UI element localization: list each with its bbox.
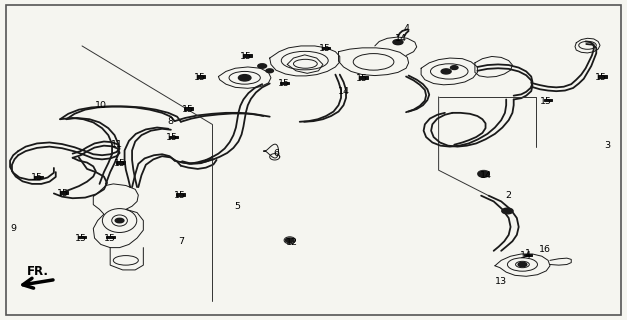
Text: 15: 15 (166, 133, 178, 142)
Text: 14: 14 (520, 251, 532, 260)
Text: 13: 13 (495, 277, 507, 286)
Text: 15: 15 (595, 73, 608, 82)
Bar (34, 176, 43, 178)
Bar (359, 76, 368, 79)
Bar (184, 107, 192, 110)
Text: 15: 15 (182, 105, 194, 114)
Text: 4: 4 (403, 24, 409, 33)
Bar (280, 82, 289, 84)
Text: 14: 14 (480, 172, 492, 180)
Text: 8: 8 (168, 117, 174, 126)
Circle shape (518, 262, 527, 267)
Text: 15: 15 (31, 173, 43, 182)
Text: 6: 6 (273, 149, 279, 158)
Text: 12: 12 (286, 238, 298, 247)
Text: 15: 15 (240, 52, 252, 61)
Text: 15: 15 (174, 190, 186, 200)
Text: 15: 15 (356, 74, 368, 83)
Text: 15: 15 (319, 44, 331, 53)
Bar (117, 161, 125, 164)
Text: 15: 15 (194, 73, 206, 82)
Bar (78, 236, 87, 238)
Text: 15: 15 (57, 189, 69, 198)
Text: 1: 1 (524, 250, 530, 259)
Circle shape (266, 69, 273, 73)
Bar (176, 193, 184, 196)
Circle shape (285, 238, 294, 243)
Text: 11: 11 (110, 140, 122, 148)
Text: 15: 15 (540, 97, 552, 106)
Bar (544, 99, 552, 101)
Text: 15: 15 (75, 234, 87, 243)
Text: FR.: FR. (27, 265, 50, 278)
Text: 15: 15 (113, 159, 125, 168)
Text: 14: 14 (395, 35, 407, 44)
Text: 16: 16 (539, 245, 551, 254)
Circle shape (478, 171, 489, 176)
Bar (243, 54, 251, 57)
Bar (598, 75, 607, 78)
Circle shape (441, 69, 451, 74)
Text: 9: 9 (10, 224, 16, 233)
Text: 14: 14 (337, 87, 349, 96)
Text: 5: 5 (234, 202, 240, 211)
Circle shape (478, 172, 489, 177)
Bar (107, 236, 115, 238)
Text: 15: 15 (103, 234, 115, 243)
Text: 3: 3 (604, 141, 611, 150)
Circle shape (502, 208, 513, 214)
Text: 15: 15 (278, 79, 290, 88)
Text: 7: 7 (178, 237, 184, 246)
Bar (60, 191, 68, 194)
Circle shape (393, 40, 403, 45)
Circle shape (238, 75, 251, 81)
Circle shape (258, 64, 266, 68)
Bar (322, 46, 330, 49)
Text: 2: 2 (506, 190, 512, 200)
Bar (524, 254, 532, 256)
Bar (169, 136, 177, 138)
Bar (196, 75, 205, 78)
Circle shape (115, 218, 124, 223)
Circle shape (451, 66, 458, 69)
Text: 10: 10 (95, 101, 107, 110)
